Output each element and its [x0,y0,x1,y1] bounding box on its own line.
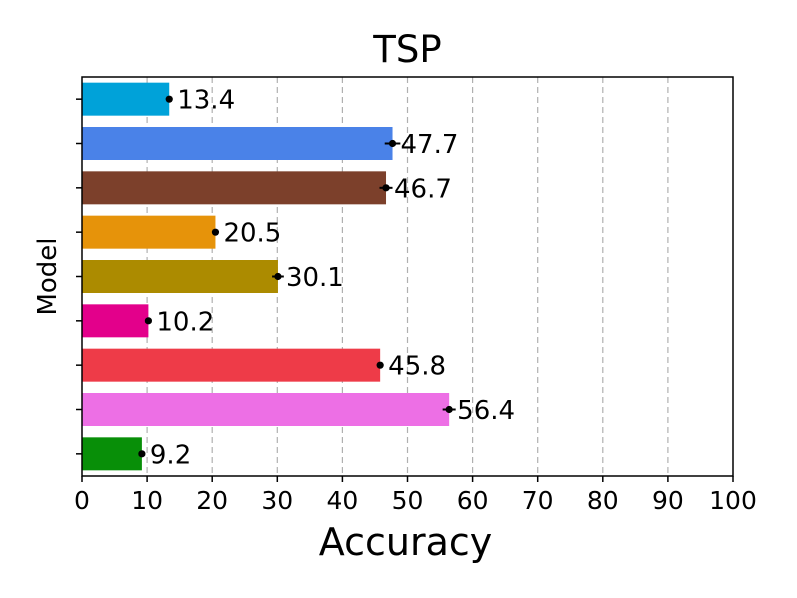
error-bars [138,95,456,458]
data-label-8: 56.4 [457,396,515,426]
x-tick-label-20: 20 [196,486,228,515]
error-bar-3 [379,184,393,192]
x-tick-label-10: 10 [131,486,163,515]
x-axis-ticks: 0 10 20 30 40 50 60 70 80 90 100 [74,476,757,515]
data-label-2: 47.7 [401,130,459,160]
bar-7 [82,348,381,382]
bar-3 [82,171,387,205]
error-bar-5 [272,272,284,281]
data-label-5: 30.1 [286,263,344,293]
bar-5 [82,260,278,293]
bar-9 [82,437,142,471]
data-labels: 13.4 47.7 46.7 20.530.1 10.2 45.8 56.4 9.2 [150,86,515,471]
bar-1 [82,82,170,116]
data-label-1: 13.4 [177,86,235,116]
x-tick-label-90: 90 [652,486,684,515]
bar-2 [82,127,393,160]
data-label-6: 10.2 [156,307,214,337]
data-label-7: 45.8 [388,352,446,382]
x-tick-label-40: 40 [326,486,358,515]
x-tick-label-60: 60 [457,486,489,515]
error-bar-8 [442,405,456,414]
chart-title: TSP [372,28,441,71]
x-axis-title: Accuracy [319,520,493,564]
error-bar-4 [211,228,220,236]
bar-8 [82,393,450,426]
bar-4 [82,215,216,249]
data-label-3: 46.7 [394,174,452,204]
bar-6 [82,304,149,338]
bars [82,82,450,471]
error-bar-7 [376,361,384,369]
y-axis-title: Model [33,237,63,315]
x-tick-label-50: 50 [392,486,424,515]
x-tick-label-30: 30 [261,486,293,515]
error-bar-1 [165,95,173,103]
error-bar-2 [384,139,401,148]
data-label-9: 9.2 [150,440,191,470]
error-bar-9 [138,450,146,458]
x-tick-label-100: 100 [709,486,757,515]
y-axis-ticks [76,98,82,455]
x-tick-label-70: 70 [522,486,554,515]
x-tick-label-0: 0 [74,486,90,515]
error-bar-6 [144,317,153,325]
x-tick-label-80: 80 [587,486,619,515]
data-label-4: 20.5 [223,219,281,249]
